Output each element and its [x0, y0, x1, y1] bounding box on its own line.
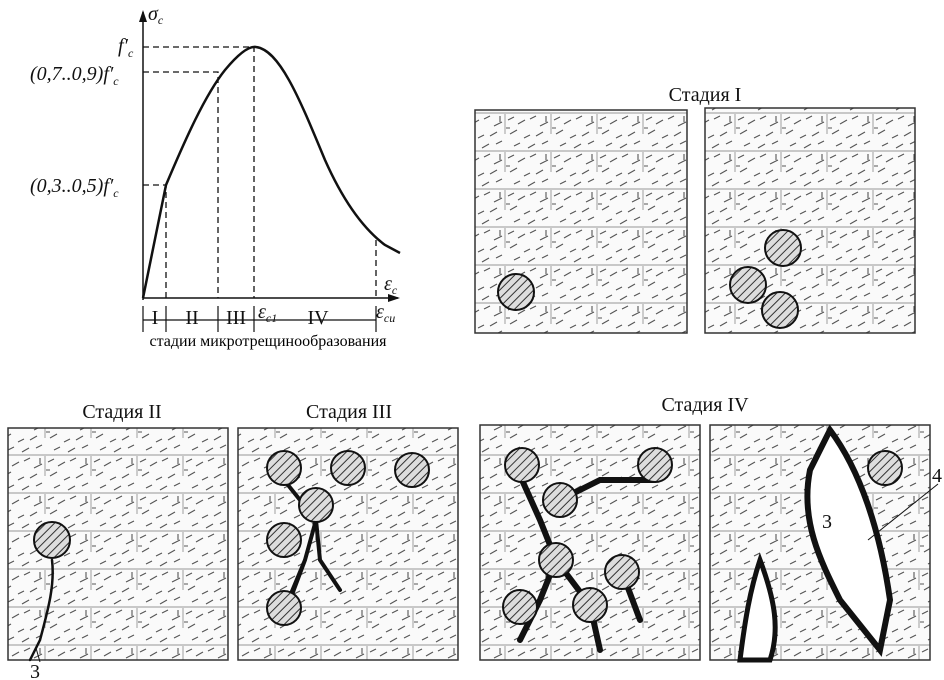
leader — [35, 647, 41, 663]
y-axis-label: σc — [148, 3, 164, 27]
curve — [141, 45, 401, 299]
aggregate — [266, 522, 302, 558]
aggregate — [266, 450, 302, 486]
x-arrow — [388, 294, 400, 302]
leader — [867, 483, 939, 541]
panel-title: Стадия II — [82, 401, 161, 423]
crack — [28, 558, 54, 662]
aggregate — [764, 229, 802, 267]
stage-1: Стадия I — [474, 84, 916, 334]
stage-label: IV — [307, 307, 329, 329]
aggregate — [572, 587, 608, 623]
stress-strain-graph: σc εc f′c (0,7..0,9)f′c (0,3..0,5)f′c I … — [30, 3, 401, 350]
stage-3: Стадия III — [237, 401, 459, 661]
stage-4: Стадия IV 3 4 — [479, 394, 942, 663]
stage-label: II — [185, 307, 198, 329]
caption: стадии микротрещинообразования — [149, 333, 387, 350]
aggregate — [729, 266, 767, 304]
marker: 4 — [932, 465, 942, 487]
stage-2: Стадия II 3 — [7, 401, 229, 680]
aggregate — [867, 450, 903, 486]
strain-peak: εc1 — [258, 301, 277, 325]
y-arrow — [139, 10, 147, 22]
aggregate — [266, 590, 302, 626]
aggregate — [394, 452, 430, 488]
level-upper: (0,7..0,9)f′c — [30, 63, 119, 88]
stage-label: I — [152, 307, 159, 329]
strain-ultimate: εcu — [376, 301, 395, 325]
aggregate — [538, 542, 574, 578]
x-axis-label: εc — [384, 273, 398, 297]
aggregate — [330, 450, 366, 486]
aggregate — [604, 554, 640, 590]
marker: 3 — [822, 511, 832, 533]
aggregate — [33, 521, 71, 559]
panel-title: Стадия IV — [661, 394, 749, 416]
aggregate — [298, 487, 334, 523]
stage-label: III — [226, 307, 246, 329]
aggregate — [637, 447, 673, 483]
marker: 3 — [30, 661, 40, 680]
crack-zone — [804, 424, 894, 657]
guide-lines — [143, 46, 377, 298]
aggregate — [497, 273, 535, 311]
panel-title: Стадия I — [669, 84, 742, 106]
level-peak: f′c — [118, 35, 134, 60]
aggregate — [542, 482, 578, 518]
stage-bar — [142, 306, 377, 332]
level-lower: (0,3..0,5)f′c — [30, 175, 119, 200]
aggregate — [761, 291, 799, 329]
panel-title: Стадия III — [306, 401, 392, 423]
aggregate — [504, 447, 540, 483]
aggregate — [502, 589, 538, 625]
crack-zone — [737, 552, 778, 663]
